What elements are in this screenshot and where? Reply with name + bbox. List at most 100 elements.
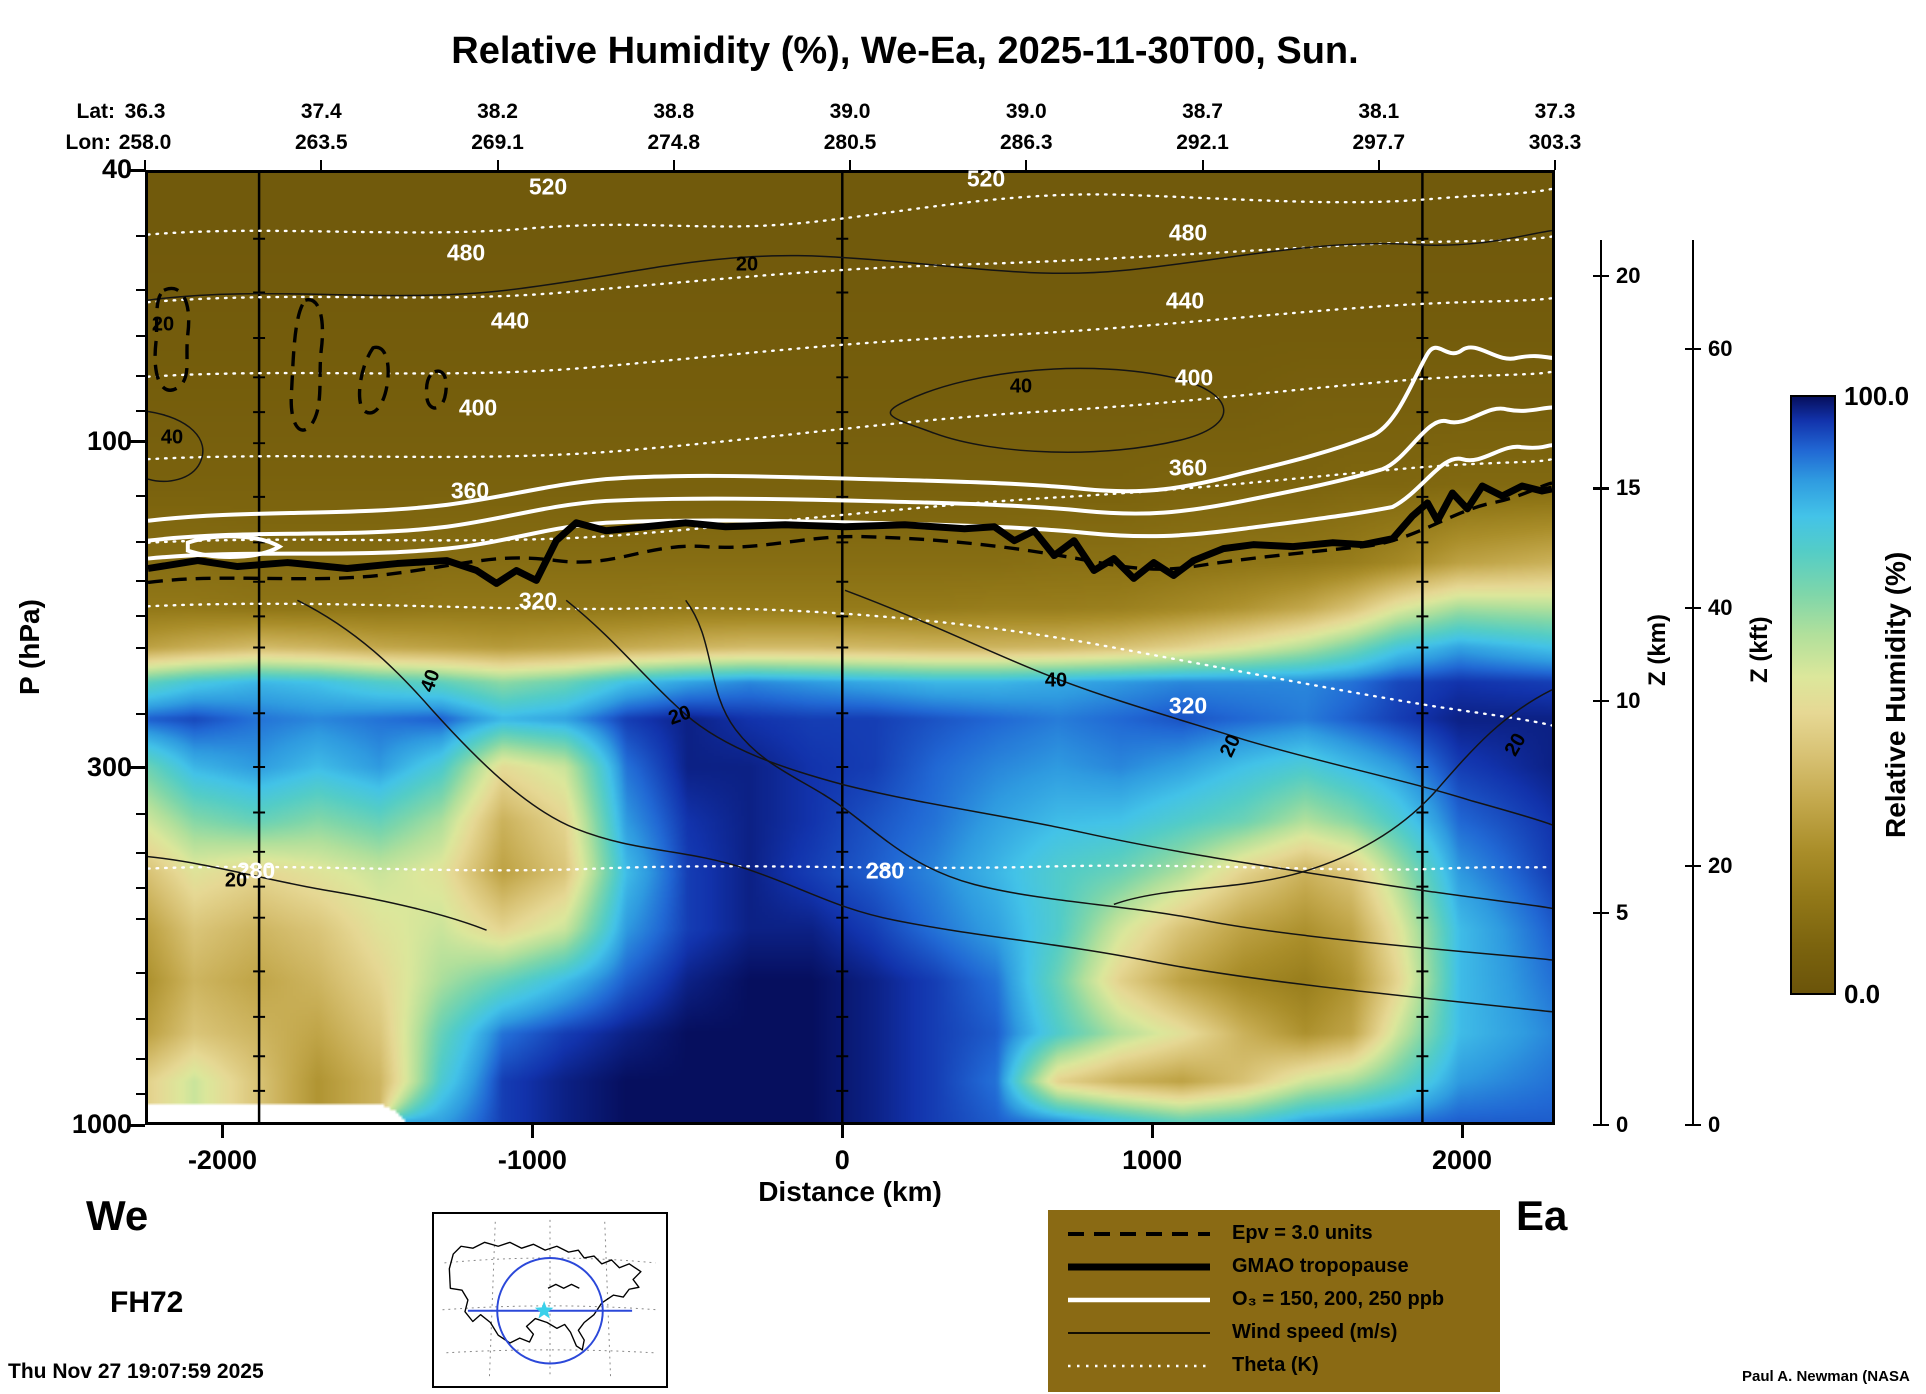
- z-km-tick-label: 0: [1616, 1112, 1629, 1137]
- map-inset-svg: [442, 1219, 658, 1379]
- pressure-tick: [129, 766, 145, 770]
- top-axis-tick: [320, 160, 323, 170]
- tropopause-line: [148, 482, 1552, 587]
- white-dotted-line-sample: [1068, 1364, 1210, 1367]
- distance-tick: [840, 1125, 844, 1138]
- legend-label: O₃ = 150, 200, 250 ppb: [1232, 1288, 1445, 1310]
- pressure-minor-tick: [136, 615, 145, 618]
- lat-value: 37.4: [300, 100, 342, 123]
- z-km-tick: [1593, 1124, 1609, 1127]
- ozone-contours: [148, 345, 1552, 561]
- distance-tick: [1150, 1125, 1154, 1138]
- z-kft-tick-label: 0: [1708, 1112, 1721, 1137]
- pressure-minor-tick: [136, 494, 145, 497]
- z-kft-tick-label: 20: [1708, 853, 1733, 879]
- z-km-axis-line: [1600, 240, 1602, 1125]
- latitude-tick-labels: 36.3 37.4 38.2 38.8 39.0 39.0 38.7 38.1 37.3: [0, 100, 1926, 126]
- pressure-minor-tick: [136, 852, 145, 855]
- pressure-minor-tick: [136, 1057, 145, 1060]
- center-star: [534, 1300, 554, 1319]
- lat-value: 38.7: [1182, 100, 1223, 123]
- z-km-tick-label: 5: [1616, 899, 1629, 925]
- z-km-tick: [1593, 275, 1609, 278]
- timestamp: Thu Nov 27 19:07:59 2025: [8, 1360, 264, 1383]
- lat-value: 39.0: [829, 100, 871, 123]
- east-end-label: Ea: [1516, 1192, 1568, 1239]
- top-axis-tick: [496, 160, 499, 170]
- legend: Epv = 3.0 units GMAO tropopause O₃ = 150, …: [1048, 1210, 1500, 1392]
- relative-humidity-heatmap: [148, 173, 1552, 1122]
- colorbar-max-label: 100.0: [1844, 381, 1910, 411]
- lon-value: 263.5: [294, 131, 348, 154]
- thick-black-line-sample: [1068, 1263, 1210, 1270]
- z-kft-tick-label: 40: [1708, 594, 1733, 620]
- legend-label: Wind speed (m/s): [1232, 1321, 1398, 1343]
- pressure-tick: [129, 440, 145, 444]
- z-kft-axis-title: Z (kft): [1746, 616, 1773, 684]
- z-km-tick: [1593, 487, 1609, 490]
- lon-value: 292.1: [1176, 131, 1229, 154]
- pressure-minor-tick: [136, 1092, 145, 1095]
- lat-value: 38.1: [1358, 100, 1400, 123]
- legend-label: GMAO tropopause: [1232, 1255, 1409, 1277]
- distance-tick-label: 2000: [1431, 1145, 1493, 1175]
- pressure-minor-tick: [136, 918, 145, 921]
- lat-axis-key: Lat:: [76, 100, 116, 123]
- pressure-tick-label: 100: [86, 425, 132, 456]
- pressure-tick: [129, 1123, 145, 1127]
- legend-item: O₃ = 150, 200, 250 ppb: [1048, 1283, 1500, 1316]
- contour-overlay: [148, 173, 1552, 1122]
- white-solid-line-sample: [1068, 1297, 1210, 1302]
- pressure-tick-label: 40: [101, 154, 132, 184]
- thin-black-line-sample: [1068, 1331, 1210, 1334]
- legend-item: GMAO tropopause: [1048, 1250, 1500, 1283]
- legend-item: Epv = 3.0 units: [1048, 1217, 1500, 1250]
- pressure-minor-tick: [136, 712, 145, 715]
- top-axis-tick: [1377, 160, 1380, 170]
- lat-value: 36.3: [124, 100, 166, 123]
- pressure-minor-tick: [136, 972, 145, 975]
- z-kft-tick: [1685, 347, 1701, 350]
- z-kft-tick: [1685, 865, 1701, 868]
- z-kft-tick-label: 60: [1708, 335, 1733, 361]
- lon-value: 258.0: [118, 131, 172, 154]
- pressure-minor-tick: [136, 1018, 145, 1021]
- lon-value: 286.3: [999, 131, 1053, 154]
- pressure-minor-tick: [136, 335, 145, 338]
- pressure-minor-tick: [136, 887, 145, 890]
- segment-boundary-lines: [253, 173, 1429, 1122]
- pressure-minor-tick: [136, 540, 145, 543]
- lon-value: 303.3: [1528, 131, 1582, 154]
- epv-contours: [148, 286, 1552, 585]
- z-kft-axis-line: [1692, 240, 1694, 1125]
- z-kft-tick: [1685, 606, 1701, 609]
- legend-item: Wind speed (m/s): [1048, 1316, 1500, 1349]
- lat-value: 37.3: [1534, 100, 1576, 123]
- pressure-tick-label: 300: [86, 751, 132, 782]
- west-end-label: We: [86, 1192, 149, 1239]
- colorbar-title: Relative Humidity (%): [1880, 551, 1911, 839]
- top-axis-tick: [672, 160, 675, 170]
- distance-tick-label: 1000: [1122, 1145, 1183, 1175]
- top-axis-tick: [849, 160, 851, 170]
- distance-tick-label: -2000: [187, 1145, 257, 1175]
- distance-axis-title: Distance (km): [758, 1176, 942, 1207]
- pressure-minor-tick: [136, 289, 145, 292]
- pressure-minor-tick: [136, 812, 145, 815]
- z-km-tick-label: 10: [1616, 687, 1641, 713]
- distance-tick: [220, 1125, 224, 1138]
- lon-value: 297.7: [1352, 131, 1406, 154]
- distance-tick: [530, 1125, 534, 1138]
- lat-value: 39.0: [1005, 100, 1047, 123]
- figure-title: Relative Humidity (%), We-Ea, 2025-11-30…: [451, 30, 1359, 72]
- longitude-tick-labels: 258.0 263.5 269.1 274.8 280.5 286.3 292.1 297.7…: [0, 131, 1926, 157]
- z-km-tick: [1593, 699, 1609, 702]
- top-axis-tick: [1025, 160, 1028, 170]
- lat-value: 38.8: [653, 100, 695, 123]
- cross-section-plot: 520 520 480 480 440 440 400 400 360 360 320 320 280 2…: [145, 166, 1555, 1125]
- map-inset: [432, 1212, 668, 1388]
- lon-value: 274.8: [647, 131, 701, 154]
- top-axis-tick: [1201, 160, 1204, 170]
- colorbar-gradient: [1792, 397, 1834, 993]
- pressure-minor-tick: [136, 646, 145, 649]
